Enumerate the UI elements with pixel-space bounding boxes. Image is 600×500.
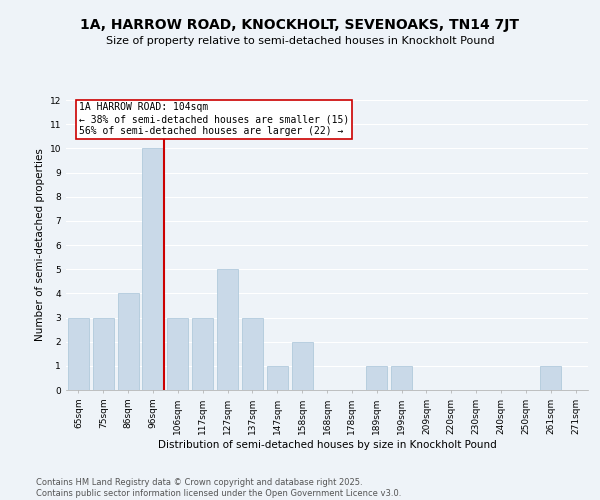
Bar	[118, 294, 139, 390]
Bar	[217, 269, 238, 390]
X-axis label: Distribution of semi-detached houses by size in Knockholt Pound: Distribution of semi-detached houses by …	[158, 440, 496, 450]
Text: 1A HARROW ROAD: 104sqm
← 38% of semi-detached houses are smaller (15)
56% of sem: 1A HARROW ROAD: 104sqm ← 38% of semi-det…	[79, 102, 349, 136]
Bar	[292, 342, 313, 390]
Bar	[267, 366, 288, 390]
Bar	[167, 318, 188, 390]
Bar	[68, 318, 89, 390]
Bar	[142, 148, 164, 390]
Bar	[540, 366, 561, 390]
Bar	[192, 318, 213, 390]
Text: 1A, HARROW ROAD, KNOCKHOLT, SEVENOAKS, TN14 7JT: 1A, HARROW ROAD, KNOCKHOLT, SEVENOAKS, T…	[80, 18, 520, 32]
Bar	[242, 318, 263, 390]
Y-axis label: Number of semi-detached properties: Number of semi-detached properties	[35, 148, 46, 342]
Bar	[391, 366, 412, 390]
Text: Size of property relative to semi-detached houses in Knockholt Pound: Size of property relative to semi-detach…	[106, 36, 494, 46]
Text: Contains HM Land Registry data © Crown copyright and database right 2025.
Contai: Contains HM Land Registry data © Crown c…	[36, 478, 401, 498]
Bar	[93, 318, 114, 390]
Bar	[366, 366, 387, 390]
